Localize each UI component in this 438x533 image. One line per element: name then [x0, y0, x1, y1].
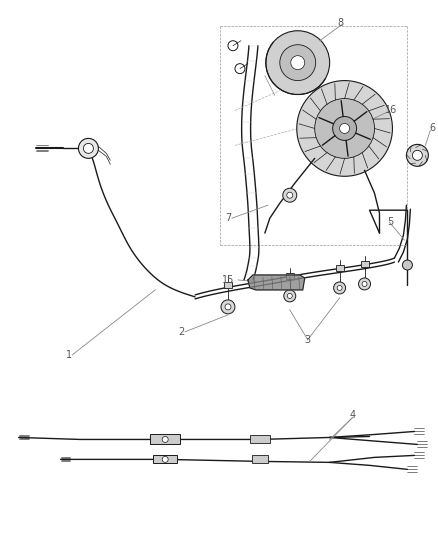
Circle shape: [359, 278, 371, 290]
Bar: [252, 455, 268, 463]
Bar: [153, 455, 177, 463]
Circle shape: [314, 99, 374, 158]
Circle shape: [287, 192, 293, 198]
Circle shape: [221, 300, 235, 314]
Circle shape: [283, 188, 297, 202]
Text: 4: 4: [350, 409, 356, 419]
Circle shape: [291, 55, 305, 70]
Circle shape: [334, 282, 346, 294]
Text: 2: 2: [178, 327, 184, 337]
Bar: [150, 434, 180, 445]
Circle shape: [362, 281, 367, 286]
Circle shape: [280, 45, 316, 80]
Bar: [360, 261, 368, 267]
Circle shape: [406, 144, 428, 166]
Circle shape: [297, 80, 392, 176]
Circle shape: [339, 124, 350, 133]
Bar: [250, 435, 270, 443]
Text: 15: 15: [222, 275, 234, 285]
Text: 6: 6: [429, 124, 435, 133]
Circle shape: [162, 456, 168, 462]
Text: 16: 16: [385, 106, 397, 116]
Circle shape: [284, 290, 296, 302]
Circle shape: [403, 260, 413, 270]
Circle shape: [337, 286, 342, 290]
Text: 5: 5: [388, 217, 394, 227]
Circle shape: [225, 304, 231, 310]
Circle shape: [162, 437, 168, 442]
Text: 7: 7: [225, 213, 231, 223]
Circle shape: [413, 150, 422, 160]
Circle shape: [83, 143, 93, 154]
Text: 3: 3: [305, 335, 311, 345]
Circle shape: [287, 293, 292, 298]
Circle shape: [78, 139, 99, 158]
Circle shape: [266, 31, 330, 94]
Bar: [286, 273, 294, 279]
Bar: [224, 282, 232, 288]
Bar: [336, 265, 343, 271]
Circle shape: [332, 117, 357, 140]
Polygon shape: [248, 275, 305, 290]
Text: 8: 8: [338, 18, 344, 28]
Text: 1: 1: [66, 350, 72, 360]
